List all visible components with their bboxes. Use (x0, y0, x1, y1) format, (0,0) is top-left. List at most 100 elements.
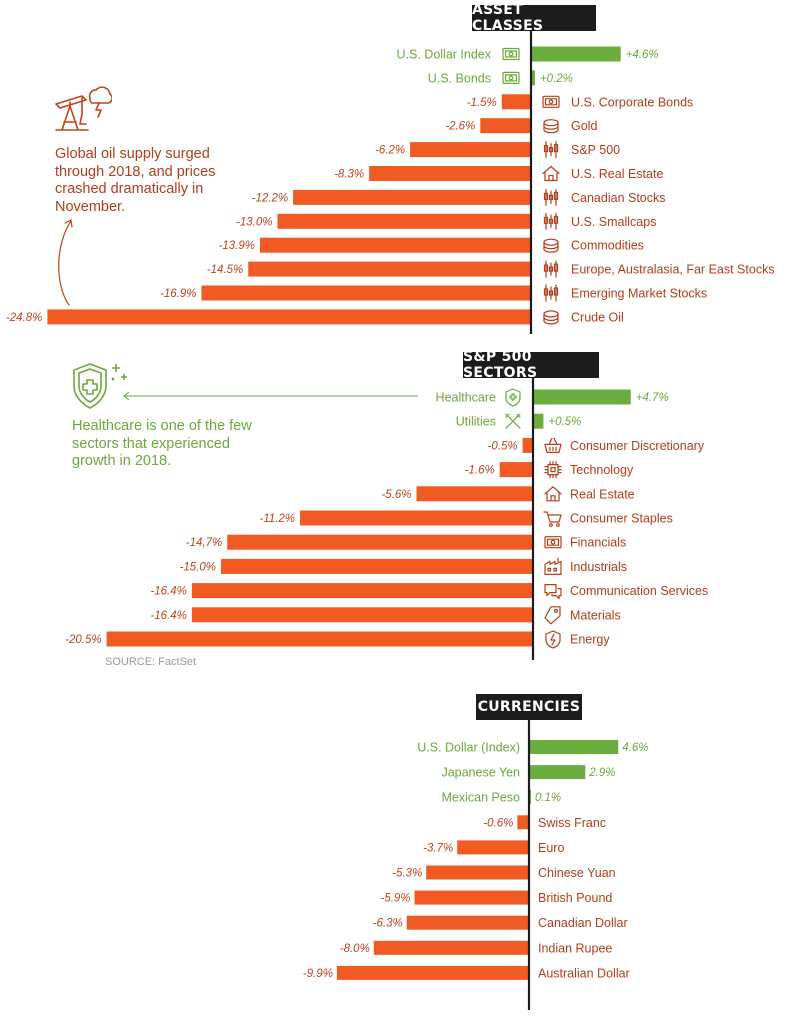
currencies-chart: 4.6% U.S. Dollar (Index) 2.9% Japanese Yen 0… (303, 719, 648, 1010)
coins-icon (543, 238, 559, 253)
category-label-consumer-discretionary: Consumer Discretionary (570, 439, 705, 453)
bar-row-industrials: -15.0% Industrials (180, 557, 627, 576)
category-label-chinese-yuan: Chinese Yuan (538, 866, 616, 880)
bar-row-financials: -14,7% Financials (186, 534, 626, 550)
bar-canadian-stocks (293, 189, 531, 205)
chip-icon (544, 461, 562, 479)
value-label-healthcare: +4.7% (636, 392, 669, 404)
bar-row-crude-oil: -24.8% Crude Oil (6, 309, 624, 325)
category-label-japanese-yen: Japanese Yen (441, 766, 520, 780)
chat-icon (544, 583, 562, 600)
value-label-u-s-smallcaps: -13.0% (236, 216, 272, 228)
category-label-emerging-market-stocks: Emerging Market Stocks (571, 287, 707, 301)
candlestick-icon (543, 212, 559, 230)
bar-row-materials: -16.4% Materials (150, 606, 621, 625)
cart-icon (543, 511, 562, 527)
value-label-financials: -14,7% (186, 537, 222, 549)
value-label-canadian-stocks: -12.2% (252, 192, 288, 204)
bar-real-estate (416, 486, 533, 502)
bar-japanese-yen (529, 765, 586, 780)
bar-row-gold: -2.6% Gold (445, 118, 597, 134)
category-label-canadian-dollar: Canadian Dollar (538, 916, 628, 930)
bar-row-u-s-dollar-index: +4.6% U.S. Dollar Index (397, 46, 659, 62)
candlestick-icon (543, 284, 559, 302)
shield-icon (505, 388, 521, 407)
bar-swiss-franc (517, 815, 529, 830)
tools-icon (505, 413, 521, 429)
bar-row-u-s-corporate-bonds: -1.5% U.S. Corporate Bonds (467, 94, 693, 110)
category-label-u-s-dollar-index: U.S. Dollar (Index) (417, 741, 520, 755)
bar-row-emerging-market-stocks: -16.9% Emerging Market Stocks (160, 284, 707, 302)
bar-energy (106, 631, 533, 647)
source-note: SOURCE: FactSet (105, 656, 197, 668)
bar-row-u-s-bonds: +0.2% U.S. Bonds (428, 70, 573, 86)
category-label-euro: Euro (538, 841, 564, 855)
value-label-swiss-franc: -0.6% (483, 817, 513, 829)
category-label-financials: Financials (570, 536, 626, 550)
asset-classes-chart: +4.6% U.S. Dollar Index +0.2% U.S. Bonds -1.… (6, 30, 775, 334)
category-label-technology: Technology (570, 463, 634, 477)
bar-industrials (221, 558, 533, 574)
value-label-u-s-bonds: +0.2% (540, 73, 573, 85)
value-label-europe-australasia-far-east-stocks: -14.5% (207, 264, 243, 276)
category-label-utilities: Utilities (456, 415, 496, 429)
bar-row-healthcare: +4.7% Healthcare (436, 388, 669, 407)
bar-s-p-500 (410, 142, 531, 158)
category-label-canadian-stocks: Canadian Stocks (571, 191, 666, 205)
bar-row-energy: -20.5% Energy (65, 630, 610, 649)
value-label-indian-rupee: -8.0% (340, 943, 370, 955)
bar-consumer-staples (300, 510, 533, 526)
bar-technology (499, 462, 533, 478)
category-label-u-s-bonds: U.S. Bonds (428, 71, 491, 85)
bar-british-pound (414, 890, 529, 905)
bar-row-consumer-discretionary: -0.5% Consumer Discretionary (488, 437, 705, 453)
bar-row-swiss-franc: -0.6% Swiss Franc (483, 815, 606, 830)
category-label-gold: Gold (571, 119, 597, 133)
bar-u-s-corporate-bonds (501, 94, 531, 110)
category-label-europe-australasia-far-east-stocks: Europe, Australasia, Far East Stocks (571, 263, 775, 277)
bar-row-indian-rupee: -8.0% Indian Rupee (340, 940, 612, 955)
bar-u-s-bonds (531, 70, 535, 86)
category-label-swiss-franc: Swiss Franc (538, 816, 606, 830)
bar-u-s-dollar-index (531, 46, 621, 62)
bar-row-u-s-dollar-index: 4.6% U.S. Dollar (Index) (417, 740, 648, 755)
basket-icon (544, 437, 562, 453)
candlestick-icon (543, 188, 559, 206)
bar-crude-oil (47, 309, 532, 325)
category-label-consumer-staples: Consumer Staples (570, 512, 673, 526)
value-label-u-s-real-estate: -8.3% (334, 169, 364, 181)
asset-classes-title: ASSET CLASSES (472, 2, 544, 34)
value-label-gold: -2.6% (445, 121, 475, 133)
bar-row-commodities: -13.9% Commodities (219, 237, 644, 253)
health-shield-icon (73, 363, 127, 409)
category-label-u-s-corporate-bonds: U.S. Corporate Bonds (571, 95, 693, 109)
value-label-emerging-market-stocks: -16.9% (160, 288, 196, 300)
money-icon (544, 536, 562, 549)
value-label-communication-services: -16.4% (150, 586, 186, 598)
bar-gold (480, 118, 531, 134)
value-label-industrials: -15.0% (180, 561, 216, 573)
bar-u-s-real-estate (369, 166, 531, 181)
pointer-arrow-icon (123, 391, 418, 401)
money-icon (502, 71, 520, 85)
bar-row-mexican-peso: 0.1% Mexican Peso (441, 790, 561, 805)
bar-healthcare (533, 389, 631, 405)
currencies-header: CURRENCIES (476, 694, 582, 720)
bar-row-s-p-500: -6.2% S&P 500 (375, 141, 620, 159)
money-icon (502, 47, 520, 61)
bar-row-chinese-yuan: -5.3% Chinese Yuan (392, 865, 616, 880)
value-label-japanese-yen: 2.9% (588, 767, 615, 779)
category-label-australian-dollar: Australian Dollar (538, 966, 630, 980)
bar-row-utilities: +0.5% Utilities (456, 413, 581, 429)
value-label-technology: -1.6% (465, 465, 495, 477)
tag-icon (544, 606, 561, 625)
category-label-energy: Energy (570, 633, 610, 647)
bar-row-australian-dollar: -9.9% Australian Dollar (303, 965, 630, 980)
category-label-healthcare: Healthcare (436, 391, 496, 405)
category-label-mexican-peso: Mexican Peso (441, 791, 520, 805)
currencies-title: CURRENCIES (477, 699, 581, 715)
bar-communication-services (191, 583, 533, 599)
category-label-materials: Materials (570, 608, 621, 622)
category-label-crude-oil: Crude Oil (571, 310, 624, 324)
